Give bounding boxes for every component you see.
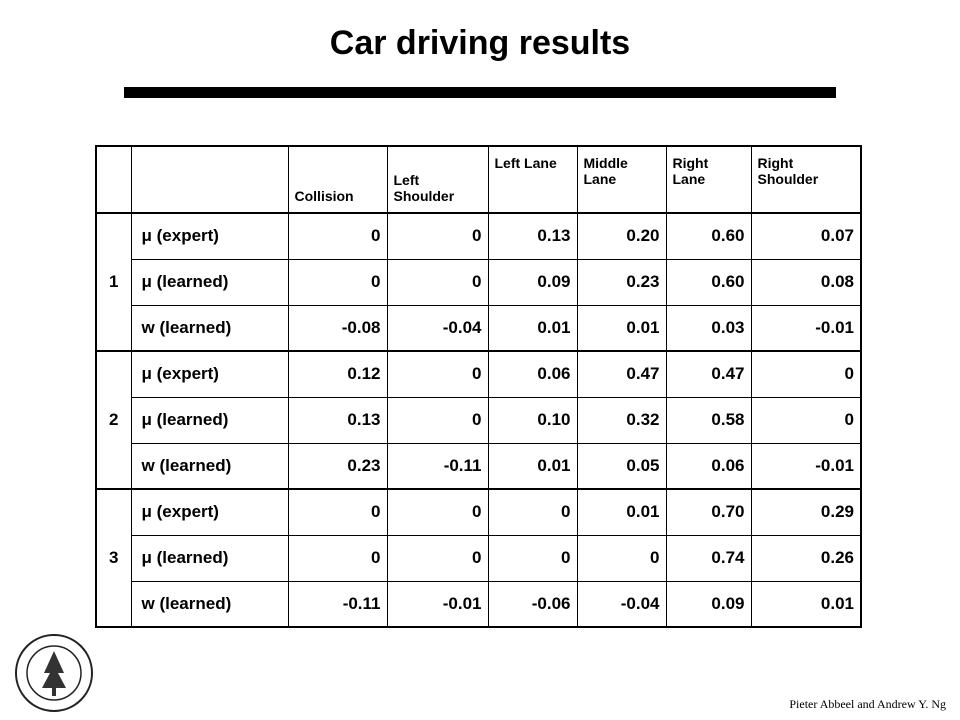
value-cell: 0 — [576, 534, 667, 582]
corner-cell — [95, 145, 132, 214]
column-header: Right Lane — [665, 145, 752, 214]
value-cell: 0.12 — [287, 350, 388, 398]
group-label: 3 — [95, 488, 132, 628]
value-cell: 0.58 — [665, 396, 752, 444]
title-bar — [124, 87, 836, 98]
value-cell: 0.47 — [665, 350, 752, 398]
value-cell: 0 — [386, 350, 489, 398]
value-cell: 0.06 — [665, 442, 752, 490]
column-header: Left Lane — [487, 145, 578, 214]
data-row: μ (learned) 0 0 0.09 0.23 0.60 0.08 — [96, 258, 862, 306]
data-row: w (learned) -0.08 -0.04 0.01 0.01 0.03 -0.01 — [96, 304, 862, 352]
row-label: μ (expert) — [130, 212, 289, 260]
value-cell: 0.01 — [487, 304, 578, 352]
value-cell: -0.11 — [287, 580, 388, 628]
value-cell: 0 — [487, 488, 578, 536]
value-cell: 0.13 — [287, 396, 388, 444]
value-cell: 0.03 — [665, 304, 752, 352]
value-cell: 0.01 — [576, 304, 667, 352]
value-cell: 0 — [386, 488, 489, 536]
column-header: Right Shoulder — [750, 145, 862, 214]
value-cell: 0.70 — [665, 488, 752, 536]
value-cell: 0 — [287, 534, 388, 582]
value-cell: 0 — [386, 212, 489, 260]
row-label: w (learned) — [130, 442, 289, 490]
row-label: μ (learned) — [130, 396, 289, 444]
credit: Pieter Abbeel and Andrew Y. Ng — [789, 697, 946, 711]
value-cell: 0.29 — [750, 488, 862, 536]
value-cell: -0.01 — [386, 580, 489, 628]
value-cell: -0.11 — [386, 442, 489, 490]
value-cell: 0.07 — [750, 212, 862, 260]
row-label: w (learned) — [130, 580, 289, 628]
value-cell: -0.08 — [287, 304, 388, 352]
data-row: w (learned) -0.11 -0.01 -0.06 -0.04 0.09 0.01 — [96, 580, 862, 628]
corner-cell — [130, 145, 289, 214]
column-header: Middle Lane — [576, 145, 667, 214]
results-table: Collision Left Shoulder Left Lane Middle La… — [95, 145, 862, 628]
column-header: Left Shoulder — [386, 145, 489, 214]
value-cell: -0.01 — [750, 304, 862, 352]
value-cell: 0 — [386, 396, 489, 444]
value-cell: 0.60 — [665, 258, 752, 306]
value-cell: 0.01 — [487, 442, 578, 490]
header-row: Collision Left Shoulder Left Lane Middle La… — [95, 145, 862, 214]
row-label: μ (expert) — [130, 350, 289, 398]
value-cell: 0.01 — [576, 488, 667, 536]
row-label: μ (expert) — [130, 488, 289, 536]
slide-title: Car driving results — [329, 24, 631, 62]
value-cell: 0.10 — [487, 396, 578, 444]
group-label: 2 — [95, 350, 132, 490]
data-row: μ (learned) 0 0 0 0 0.74 0.26 — [96, 534, 862, 582]
value-cell: 0.05 — [576, 442, 667, 490]
value-cell: 0 — [287, 212, 388, 260]
group-label: 1 — [95, 212, 132, 352]
value-cell: 0.23 — [287, 442, 388, 490]
row-label: w (learned) — [130, 304, 289, 352]
value-cell: 0 — [750, 396, 862, 444]
row-label: μ (learned) — [130, 534, 289, 582]
value-cell: 0.32 — [576, 396, 667, 444]
value-cell: -0.01 — [750, 442, 862, 490]
data-row: w (learned) 0.23 -0.11 0.01 0.05 0.06 -0.01 — [96, 442, 862, 490]
value-cell: 0.47 — [576, 350, 667, 398]
value-cell: 0 — [750, 350, 862, 398]
row-label: μ (learned) — [130, 258, 289, 306]
value-cell: 0.23 — [576, 258, 667, 306]
value-cell: 0.74 — [665, 534, 752, 582]
value-cell: 0.06 — [487, 350, 578, 398]
value-cell: 0.09 — [665, 580, 752, 628]
value-cell: 0 — [287, 488, 388, 536]
value-cell: -0.04 — [576, 580, 667, 628]
value-cell: 0 — [386, 534, 489, 582]
value-cell: -0.06 — [487, 580, 578, 628]
data-row: μ (learned) 0.13 0 0.10 0.32 0.58 0 — [96, 396, 862, 444]
value-cell: 0.09 — [487, 258, 578, 306]
column-header: Collision — [287, 145, 388, 214]
value-cell: 0.01 — [750, 580, 862, 628]
value-cell: 0.60 — [665, 212, 752, 260]
value-cell: 0.26 — [750, 534, 862, 582]
value-cell: 0.13 — [487, 212, 578, 260]
value-cell: 0.08 — [750, 258, 862, 306]
value-cell: 0.20 — [576, 212, 667, 260]
value-cell: -0.04 — [386, 304, 489, 352]
university-seal — [15, 634, 93, 712]
value-cell: 0 — [287, 258, 388, 306]
value-cell: 0 — [386, 258, 489, 306]
value-cell: 0 — [487, 534, 578, 582]
